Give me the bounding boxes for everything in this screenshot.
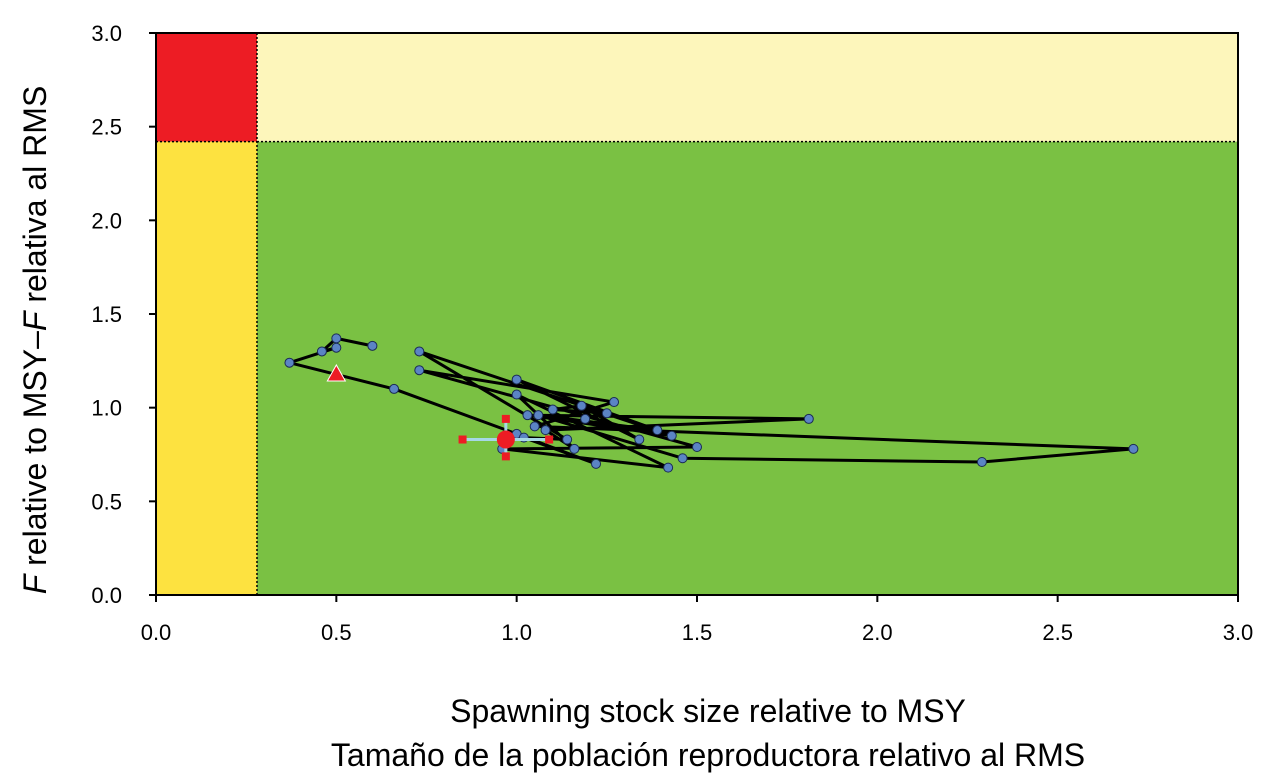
data-point (634, 434, 645, 445)
data-point (547, 404, 558, 415)
data-point (522, 410, 533, 421)
estimate-point (496, 430, 515, 449)
data-point (609, 397, 620, 408)
y-axis-title-f1: F (17, 572, 53, 594)
x-tick-label: 0.5 (321, 620, 352, 645)
y-tick-label: 3.0 (91, 21, 122, 46)
y-tick-label: 2.0 (91, 208, 122, 233)
x-axis-title-spanish: Tamaño de la población reproductora rela… (331, 737, 1085, 773)
data-point (677, 453, 688, 464)
y-tick-label: 2.5 (91, 115, 122, 140)
y-axis-title: F relative to MSY–F relativa al RMS (17, 86, 53, 595)
x-axis-title: Spawning stock size relative to MSY (450, 693, 966, 729)
estimate-interval-end (545, 435, 554, 444)
data-point (511, 374, 522, 385)
data-point (540, 425, 551, 436)
y-axis-title-end: relativa al RMS (17, 86, 53, 312)
data-point (529, 421, 540, 432)
data-point (533, 410, 544, 421)
data-point (976, 456, 987, 467)
data-point (316, 346, 327, 357)
data-point (414, 365, 425, 376)
y-axis-title-mid: relative to MSY– (17, 331, 53, 575)
y-axis-title-f2: F (17, 309, 53, 331)
zone-green (256, 141, 1238, 596)
data-point (601, 408, 612, 419)
series-line (287, 336, 1135, 470)
data-point (692, 442, 702, 453)
data-point (576, 400, 587, 411)
x-tick-label: 2.0 (862, 620, 893, 645)
data-point (591, 458, 602, 469)
data-point (511, 389, 522, 400)
data-point (1128, 443, 1139, 454)
zone-yellow (156, 141, 257, 596)
data-point (666, 430, 677, 441)
y-tick-label: 1.5 (91, 302, 122, 327)
x-axis-ticks: 0.0 0.5 1.0 1.5 2.0 2.5 3.0 (141, 595, 1254, 645)
estimate-interval-end (458, 435, 467, 444)
current-estimate (458, 414, 554, 461)
data-point (652, 425, 663, 436)
data-point (367, 340, 378, 351)
stock-status-zones (156, 33, 1238, 596)
y-axis-ticks: 0.0 0.5 1.0 1.5 2.0 2.5 3.0 (91, 21, 156, 608)
x-tick-label: 3.0 (1223, 620, 1254, 645)
estimate-interval-end (501, 452, 510, 461)
data-point (580, 413, 591, 424)
data-point (414, 346, 425, 357)
data-point (284, 357, 295, 368)
data-point (569, 443, 580, 454)
estimate-interval-end (501, 414, 510, 423)
data-point (331, 333, 342, 344)
data-point (331, 342, 342, 353)
x-tick-label: 1.5 (682, 620, 713, 645)
y-tick-label: 0.0 (91, 583, 122, 608)
data-point (562, 434, 573, 445)
data-point (663, 462, 674, 473)
x-tick-label: 0.0 (141, 620, 172, 645)
reference-lines (156, 33, 1238, 595)
data-point (803, 413, 814, 424)
zone-red (156, 33, 257, 142)
zone-light-yellow (256, 33, 1238, 142)
start-marker (326, 363, 347, 382)
x-tick-label: 2.5 (1042, 620, 1073, 645)
y-tick-label: 1.0 (91, 396, 122, 421)
data-point (389, 383, 400, 394)
x-tick-label: 1.0 (501, 620, 532, 645)
y-tick-label: 0.5 (91, 489, 122, 514)
